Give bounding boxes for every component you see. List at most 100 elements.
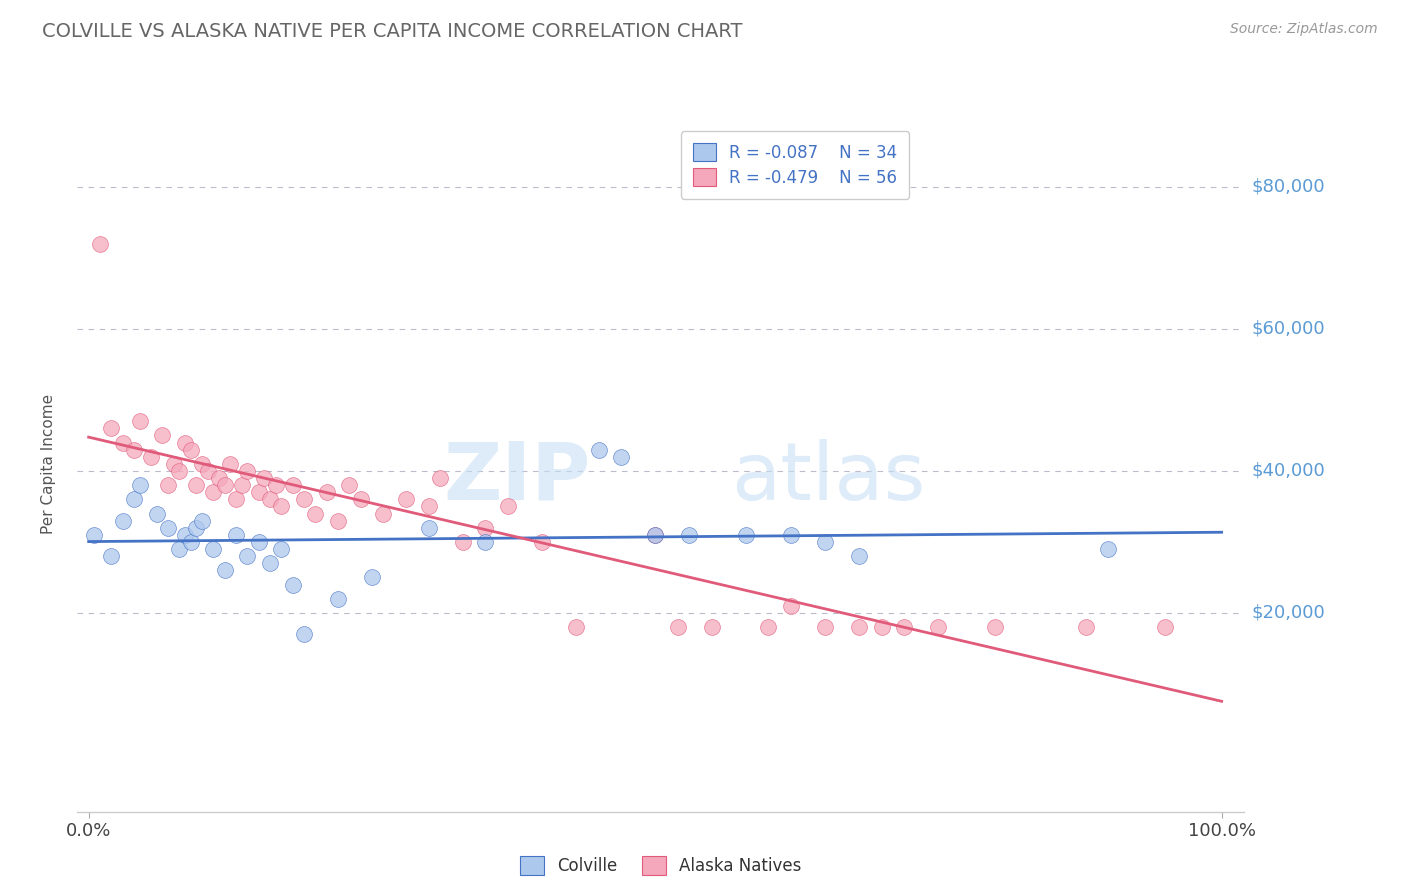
Point [893,620,915,634]
Point [225,492,247,507]
Point [169,542,191,557]
Point [373,507,395,521]
Point [100,421,122,435]
Point [128,478,150,492]
Point [588,442,610,457]
Point [281,577,304,591]
Point [197,464,219,478]
Point [337,478,360,492]
Point [202,485,225,500]
Point [236,549,259,563]
Point [395,492,418,507]
Point [848,549,870,563]
Point [326,591,349,606]
Point [565,620,588,634]
Point [474,521,496,535]
Text: atlas: atlas [731,439,925,516]
Point [292,492,315,507]
Point [270,500,292,514]
Point [214,563,236,577]
Point [848,620,870,634]
Point [111,514,134,528]
Point [304,507,326,521]
Point [111,435,134,450]
Point [214,478,236,492]
Point [1097,542,1119,557]
Text: $20,000: $20,000 [1251,604,1324,622]
Point [451,535,474,549]
Text: Source: ZipAtlas.com: Source: ZipAtlas.com [1230,22,1378,37]
Point [156,478,179,492]
Point [259,492,281,507]
Point [418,521,440,535]
Point [174,528,197,542]
Point [870,620,893,634]
Point [984,620,1007,634]
Point [191,457,214,471]
Point [666,620,689,634]
Point [219,457,242,471]
Legend: Colville, Alaska Natives: Colville, Alaska Natives [512,848,810,883]
Point [247,535,270,549]
Point [644,528,666,542]
Point [231,478,253,492]
Point [128,414,150,428]
Point [644,528,666,542]
Point [758,620,780,634]
Point [191,514,214,528]
Point [429,471,451,485]
Text: COLVILLE VS ALASKA NATIVE PER CAPITA INCOME CORRELATION CHART: COLVILLE VS ALASKA NATIVE PER CAPITA INC… [42,22,742,41]
Point [496,500,519,514]
Point [83,528,105,542]
Point [349,492,371,507]
Point [780,599,803,613]
Point [1074,620,1097,634]
Point [281,478,304,492]
Point [122,492,145,507]
Text: $60,000: $60,000 [1251,320,1324,338]
Point [678,528,700,542]
Point [814,620,837,634]
Point [139,450,162,464]
Point [315,485,337,500]
Point [292,627,315,641]
Point [734,528,756,542]
Point [162,457,184,471]
Point [474,535,496,549]
Point [89,236,111,251]
Point [180,442,202,457]
Point [253,471,276,485]
Point [418,500,440,514]
Point [814,535,837,549]
Point [208,471,231,485]
Point [186,521,208,535]
Point [700,620,723,634]
Point [156,521,179,535]
Text: ZIP: ZIP [443,439,591,516]
Point [264,478,287,492]
Point [236,464,259,478]
Point [145,507,167,521]
Point [225,528,247,542]
Text: $40,000: $40,000 [1251,462,1324,480]
Point [610,450,633,464]
Point [247,485,270,500]
Point [270,542,292,557]
Y-axis label: Per Capita Income: Per Capita Income [42,393,56,534]
Point [186,478,208,492]
Point [530,535,553,549]
Point [100,549,122,563]
Point [326,514,349,528]
Point [259,556,281,570]
Point [122,442,145,457]
Text: $80,000: $80,000 [1251,178,1324,196]
Point [169,464,191,478]
Point [202,542,225,557]
Point [1154,620,1177,634]
Point [150,428,173,442]
Point [174,435,197,450]
Point [780,528,803,542]
Point [927,620,949,634]
Point [180,535,202,549]
Point [361,570,384,584]
